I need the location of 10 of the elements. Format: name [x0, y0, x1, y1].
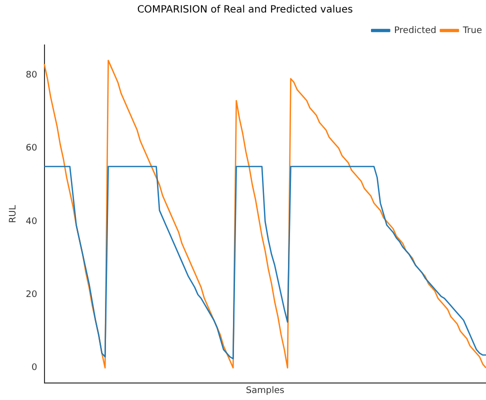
chart-title: COMPARISION of Real and Predicted values: [137, 4, 353, 16]
y-tick-label: 60: [26, 144, 38, 154]
y-tick-label: 40: [26, 216, 38, 227]
y-tick-label: 80: [26, 70, 38, 80]
legend-label: Predicted: [394, 26, 436, 36]
x-axis-title: Samples: [246, 386, 285, 396]
legend-label: True: [462, 26, 482, 36]
y-tick-label: 20: [26, 290, 38, 300]
y-axis-title: RUL: [8, 205, 19, 224]
y-tick-label: 0: [32, 363, 38, 374]
